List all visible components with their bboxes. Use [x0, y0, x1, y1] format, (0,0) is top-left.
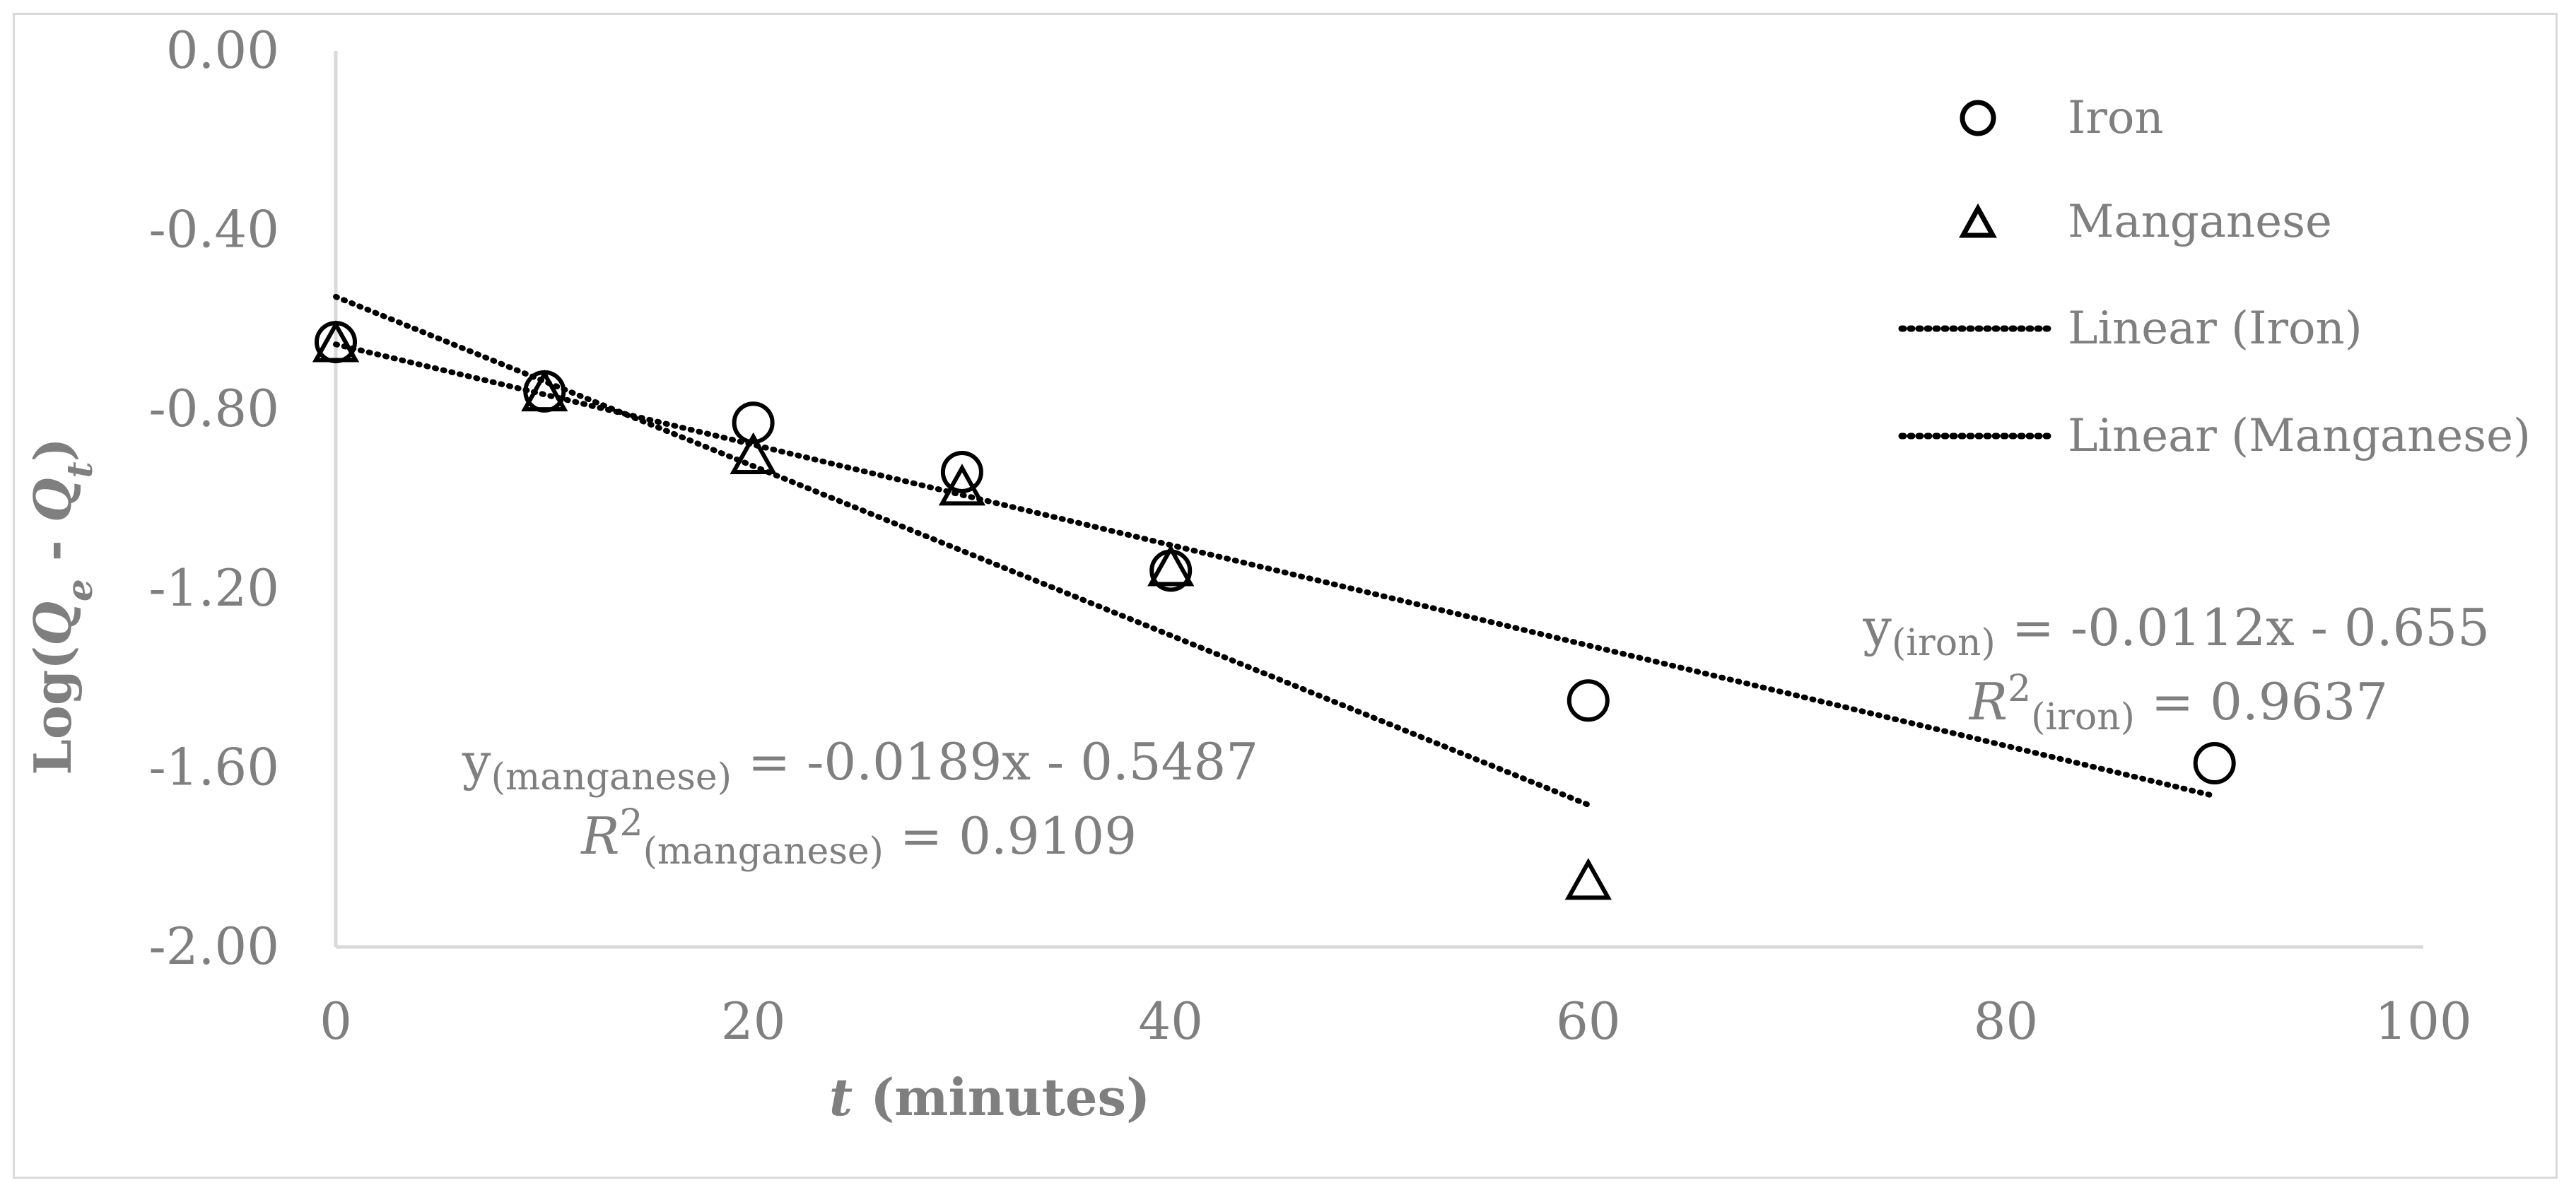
x-tick-label: 20	[721, 991, 786, 1051]
x-tick-label: 0	[320, 991, 352, 1051]
tick-labels: 0 20 40 60 80 100 0.00 -0.40 -0.80 -1.20 -1.60 -2.0…	[148, 20, 2471, 1051]
manganese-point	[1147, 544, 1195, 587]
data-markers	[312, 320, 2236, 900]
manganese-equation: y(manganese) = -0.0189x - 0.5487	[462, 732, 1258, 799]
manganese-point	[521, 370, 568, 412]
legend-linear-manganese-label: Linear (Manganese)	[2068, 410, 2531, 462]
y-tick-label: -0.40	[148, 200, 279, 259]
manganese-point	[730, 432, 777, 474]
legend-linear-iron-label: Linear (Iron)	[2068, 302, 2363, 355]
legend: Iron Manganese Linear (Iron) Linear (Man…	[1898, 92, 2531, 462]
manganese-point	[1564, 858, 1612, 900]
chart-frame	[13, 13, 2558, 1179]
legend-manganese-label: Manganese	[2068, 196, 2332, 248]
iron-equation: y(iron) = -0.0112x - 0.655	[1862, 598, 2490, 664]
legend-manganese-marker	[1959, 203, 1997, 238]
iron-r2: R2(iron) = 0.9637	[1968, 668, 2388, 738]
y-tick-label: -0.80	[148, 379, 279, 438]
manganese-point	[312, 320, 360, 363]
manganese-point	[938, 464, 986, 506]
trendlines	[333, 293, 2218, 808]
manganese-r2: R2(manganese) = 0.9109	[580, 802, 1137, 873]
y-tick-label: -1.60	[148, 737, 279, 796]
axes	[334, 51, 2423, 949]
iron-point	[940, 450, 983, 493]
legend-iron-label: Iron	[2068, 92, 2164, 144]
x-axis-title: t (minutes)	[829, 1067, 1150, 1127]
x-tick-label: 100	[2375, 991, 2471, 1051]
iron-point	[732, 401, 775, 445]
y-tick-label: -1.20	[148, 558, 279, 618]
y-tick-label: -2.00	[148, 917, 279, 976]
trendline-manganese	[333, 293, 1591, 808]
y-tick-label: 0.00	[166, 20, 279, 80]
x-tick-label: 80	[1974, 991, 2039, 1051]
y-axis-title: Log(Qe - Qt)	[23, 437, 100, 775]
x-tick-label: 40	[1138, 991, 1203, 1051]
iron-point	[1567, 679, 1610, 722]
legend-iron-marker	[1960, 100, 1996, 136]
x-tick-label: 60	[1556, 991, 1621, 1051]
iron-point	[2193, 742, 2236, 785]
trendline-iron	[333, 341, 2218, 799]
